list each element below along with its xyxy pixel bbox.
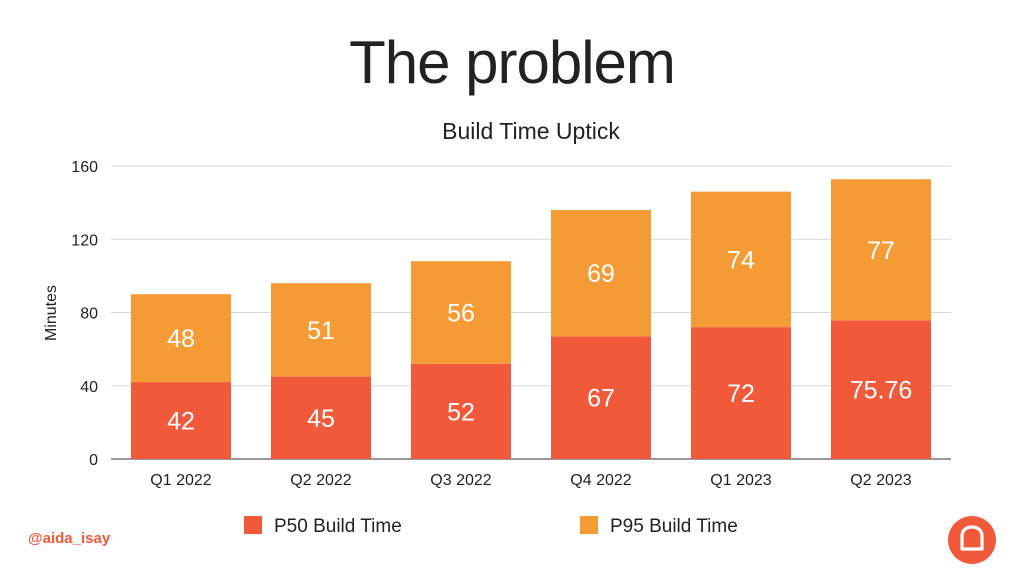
bar-p50 (691, 327, 791, 459)
legend-label: P95 Build Time (610, 516, 738, 537)
data-label: 51 (307, 317, 335, 345)
bar-p95 (831, 179, 931, 321)
bar-p50 (131, 382, 231, 459)
x-tick-label: Q3 2022 (430, 472, 491, 489)
data-label: 74 (727, 246, 755, 274)
data-label: 52 (447, 398, 475, 426)
bar-p50 (831, 320, 931, 459)
bar-p95 (131, 294, 231, 383)
y-tick-label: 40 (80, 379, 98, 396)
slide-title: The problem (349, 29, 676, 96)
toast-logo-icon (948, 516, 996, 564)
y-tick-label: 120 (71, 232, 98, 249)
x-tick-label: Q1 2023 (710, 472, 771, 489)
bar-p95 (551, 209, 651, 337)
bar-p95 (691, 191, 791, 328)
x-tick-label: Q4 2022 (570, 472, 631, 489)
bar-p95 (271, 283, 371, 377)
chart-title: Build Time Uptick (442, 118, 620, 144)
y-axis-label: Minutes (43, 285, 60, 341)
data-label: 56 (447, 300, 475, 328)
bar-p50 (551, 336, 651, 459)
data-label: 67 (587, 385, 615, 413)
legend-label: P50 Build Time (274, 516, 402, 537)
data-label: 72 (727, 380, 755, 408)
data-label: 75.76 (850, 377, 913, 405)
bar-p50 (411, 363, 511, 459)
legend-swatch (244, 516, 262, 534)
data-label: 45 (307, 405, 335, 433)
author-handle: @aida_isay (28, 530, 111, 547)
data-label: 69 (587, 260, 615, 288)
x-tick-label: Q2 2022 (290, 472, 351, 489)
data-label: 77 (867, 237, 895, 265)
x-tick-label: Q1 2022 (150, 472, 211, 489)
bar-p95 (411, 261, 511, 364)
y-tick-label: 160 (71, 159, 98, 176)
bar-p50 (271, 376, 371, 459)
x-tick-label: Q2 2023 (850, 472, 911, 489)
y-tick-label: 0 (89, 452, 98, 469)
data-label: 42 (167, 408, 195, 436)
data-label: 48 (167, 325, 195, 353)
y-tick-label: 80 (80, 306, 98, 323)
legend-swatch (580, 516, 598, 534)
